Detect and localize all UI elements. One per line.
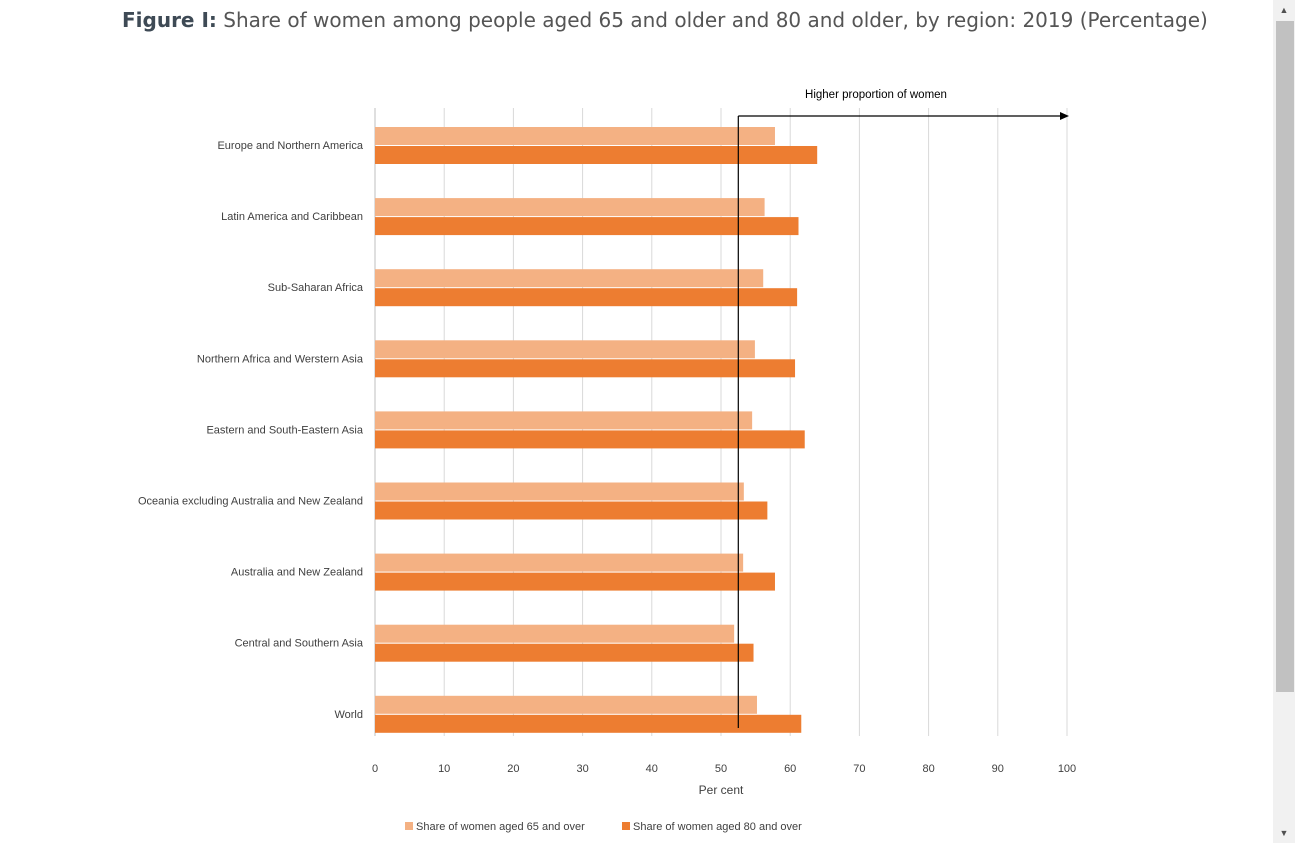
bar-80-and-over (375, 217, 799, 236)
bar-65-and-over (375, 127, 775, 145)
bar-80-and-over (375, 714, 802, 733)
legend-label-80: Share of women aged 80 and over (633, 821, 802, 833)
bar-65-and-over (375, 340, 755, 359)
legend-label-65: Share of women aged 65 and over (416, 821, 585, 833)
category-label: Eastern and South-Eastern Asia (206, 424, 363, 436)
bars (375, 127, 818, 733)
category-label: Australia and New Zealand (231, 567, 363, 579)
x-tick-label: 90 (992, 763, 1004, 775)
x-tick-label: 30 (576, 763, 588, 775)
figure-label: Figure I: (122, 8, 217, 32)
bar-65-and-over (375, 482, 744, 501)
bar-80-and-over (375, 288, 798, 307)
x-tick-label: 80 (922, 763, 934, 775)
bar-65-and-over (375, 553, 744, 572)
legend-swatch-65 (405, 822, 413, 830)
x-tick-label: 20 (507, 763, 519, 775)
vertical-scrollbar[interactable]: ▲ ▼ (1273, 0, 1295, 843)
arrowhead-icon (1060, 112, 1069, 120)
bar-80-and-over (375, 572, 775, 591)
scroll-up-icon[interactable]: ▲ (1279, 5, 1289, 15)
scroll-down-icon[interactable]: ▼ (1279, 828, 1289, 838)
x-tick-label: 40 (646, 763, 658, 775)
category-labels: Europe and Northern America Latin America… (138, 140, 364, 721)
scroll-thumb[interactable] (1276, 21, 1294, 692)
x-axis-label: Per cent (699, 783, 744, 797)
category-label: Central and Southern Asia (235, 638, 364, 650)
bar-65-and-over (375, 411, 753, 430)
bar-80-and-over (375, 501, 768, 520)
category-label: Europe and Northern America (217, 140, 363, 152)
bar-80-and-over (375, 430, 805, 449)
category-label: World (334, 709, 363, 721)
x-tick-label: 50 (715, 763, 727, 775)
figure-caption: Share of women among people aged 65 and … (223, 8, 1208, 32)
annotation-group: Higher proportion of women (737, 89, 1069, 728)
legend-swatch-80 (622, 822, 630, 830)
annotation-text: Higher proportion of women (805, 89, 947, 101)
bar-80-and-over (375, 146, 818, 164)
bar-65-and-over (375, 198, 765, 217)
category-label: Latin America and Caribbean (221, 211, 363, 223)
x-tick-labels: 0 10 20 30 40 50 60 70 80 90 100 (372, 763, 1076, 775)
category-label: Oceania excluding Australia and New Zeal… (138, 496, 363, 508)
bar-65-and-over (375, 269, 764, 288)
x-tick-label: 100 (1058, 763, 1076, 775)
bar-65-and-over (375, 624, 735, 643)
x-tick-label: 0 (372, 763, 378, 775)
bar-80-and-over (375, 359, 796, 378)
category-label: Northern Africa and Werstern Asia (197, 353, 364, 365)
x-tick-label: 10 (438, 763, 450, 775)
category-label: Sub-Saharan Africa (268, 282, 364, 294)
figure-title: Figure I: Share of women among people ag… (122, 6, 1242, 34)
legend: Share of women aged 65 and over Share of … (405, 821, 802, 833)
bar-65-and-over (375, 695, 757, 714)
x-tick-label: 70 (853, 763, 865, 775)
x-tick-label: 60 (784, 763, 796, 775)
bar-80-and-over (375, 643, 754, 662)
